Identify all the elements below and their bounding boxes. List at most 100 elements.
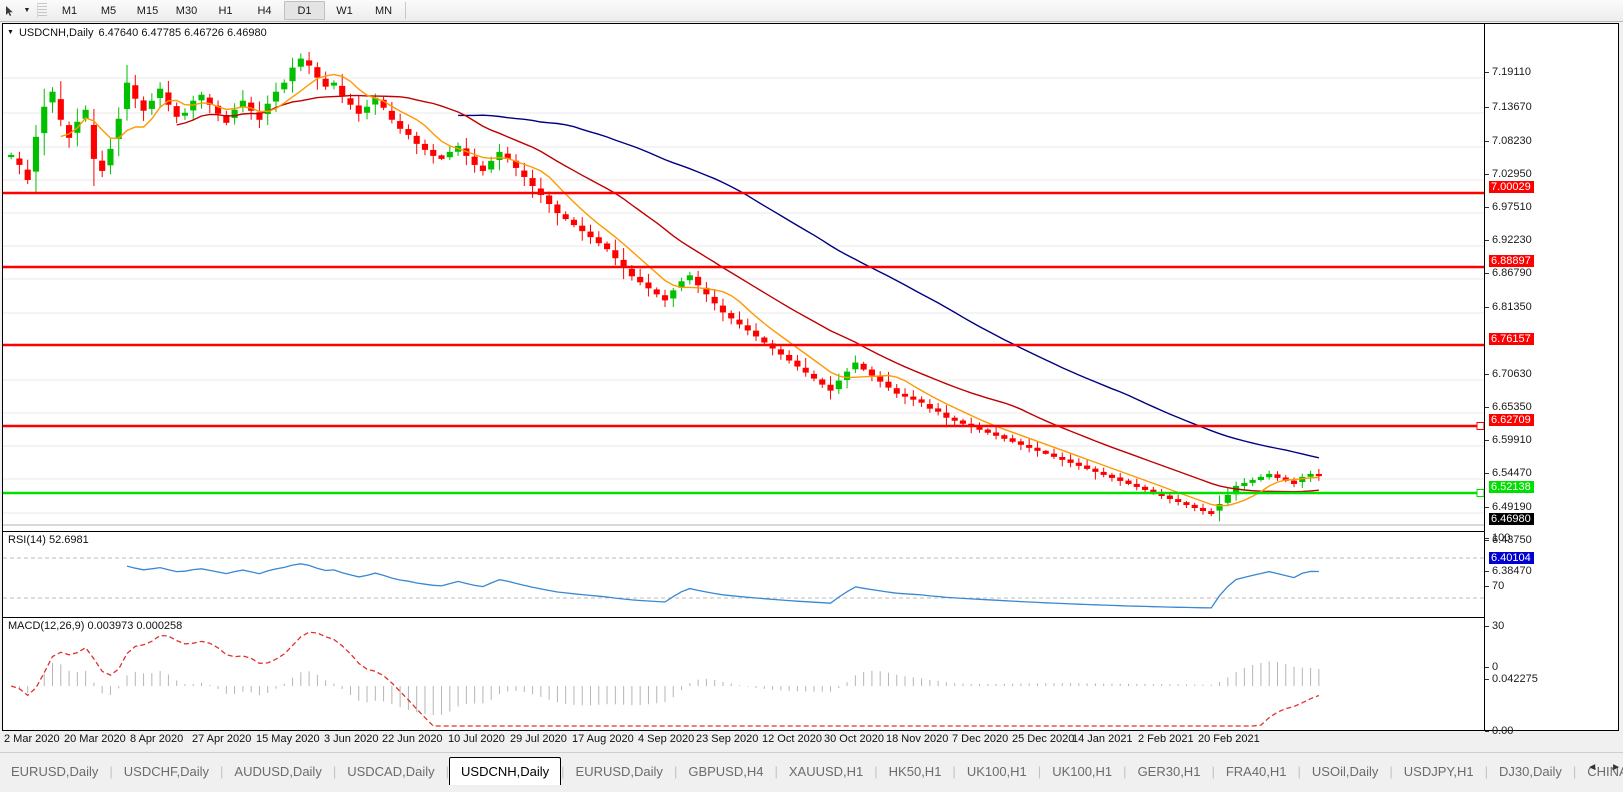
candle-body: [661, 295, 669, 301]
ma-mid-line: [176, 94, 1319, 493]
candle-body: [918, 399, 925, 403]
price-pane[interactable]: [3, 24, 1485, 529]
tab-separator: |: [1389, 763, 1393, 779]
chart-tab-usdcnh-daily[interactable]: USDCNH,Daily: [449, 757, 562, 785]
price-tick-6.59910: 6.59910: [1485, 434, 1617, 446]
candle-body: [488, 160, 495, 170]
tab-separator: |: [1037, 763, 1042, 779]
toolbar-divider: [405, 2, 406, 19]
chart-tab-usdcad-daily[interactable]: USDCAD,Daily: [347, 763, 435, 779]
price-scale[interactable]: 7.19110 7.13670 7.08230 7.02950 7.00029 6.975…: [1484, 24, 1618, 785]
level-handle-6.52138[interactable]: [1476, 489, 1485, 497]
chart-tab-hk50-h1[interactable]: HK50,H1: [888, 763, 942, 779]
candle-body: [653, 289, 660, 295]
candle-body: [1092, 468, 1099, 472]
macd-tick-0.00: 0.00: [1485, 725, 1617, 737]
candle-body: [628, 268, 635, 277]
candle-body: [66, 125, 73, 138]
candle-body: [794, 360, 801, 367]
candle-body: [959, 420, 967, 424]
timeframe-m30[interactable]: M30: [175, 4, 198, 17]
candle-body: [752, 330, 760, 337]
timeframe-h1[interactable]: H1: [218, 4, 233, 17]
timeframe-d1[interactable]: D1: [284, 1, 325, 20]
rsi-line: [126, 563, 1319, 609]
timeframe-m1[interactable]: M1: [61, 4, 78, 17]
tab-separator: |: [673, 763, 678, 779]
price-level-lines[interactable]: [3, 191, 1485, 529]
candle-body: [612, 250, 619, 259]
tab-scroll-right-icon[interactable]: ►: [1611, 762, 1621, 773]
date-label: 29 Jul 2020: [510, 733, 567, 745]
dropdown-caret-icon[interactable]: ▼: [23, 7, 31, 14]
chart-tab-gbpusd-h4[interactable]: GBPUSD,H4: [688, 763, 764, 779]
candle-body: [910, 396, 917, 400]
candle-body: [860, 363, 867, 370]
chart-tab-uk100-h1[interactable]: UK100,H1: [966, 763, 1027, 779]
candle-body: [1108, 474, 1116, 478]
tab-separator: |: [332, 763, 337, 779]
candle-body: [670, 290, 677, 299]
candle-body: [587, 231, 594, 238]
timeframe-m15[interactable]: M15: [136, 4, 159, 17]
tab-separator: |: [1297, 763, 1301, 779]
chart-tab-china300-h1[interactable]: CHINA300,H1: [1587, 763, 1623, 779]
candle-body: [397, 121, 404, 129]
date-label: 14 Jan 2021: [1072, 733, 1133, 745]
chart-tab-usoil-daily[interactable]: USOil,Daily: [1311, 763, 1379, 779]
date-label: 20 Feb 2021: [1198, 733, 1260, 745]
candle-body: [1274, 474, 1281, 478]
macd-pane[interactable]: MACD(12,26,9) 0.003973 0.000258: [3, 617, 1485, 730]
timeframe-m5[interactable]: M5: [100, 4, 117, 17]
candle-body: [1117, 477, 1124, 481]
candle-body: [281, 82, 288, 90]
candle-body: [1009, 438, 1016, 442]
tab-separator: |: [220, 763, 224, 779]
timeframe-mn[interactable]: MN: [374, 4, 393, 17]
chart-tab-dj30-daily[interactable]: DJ30,Daily: [1499, 763, 1562, 779]
candle-body: [868, 369, 875, 376]
rsi-pane[interactable]: RSI(14) 52.6981: [3, 531, 1485, 616]
chart-tab-audusd-daily[interactable]: AUDUSD,Daily: [234, 763, 322, 779]
tab-separator: |: [874, 763, 878, 779]
candle-body: [32, 136, 40, 172]
price-tick-7.19110: 7.19110: [1485, 66, 1617, 78]
candle-body: [935, 408, 942, 412]
candle-body: [603, 243, 611, 250]
rsi-tick-0: 0: [1485, 661, 1617, 673]
chart-tab-eurusd-daily[interactable]: EURUSD,Daily: [11, 763, 99, 779]
cursor-icon[interactable]: [0, 1, 20, 20]
candle-body: [620, 259, 627, 268]
candle-body: [322, 78, 329, 87]
candle-body: [1026, 445, 1033, 448]
price-tick-6.40104: 6.40104: [1485, 552, 1617, 564]
timeframe-w1[interactable]: W1: [336, 4, 353, 17]
chart-tab-usdchf-daily[interactable]: USDCHF,Daily: [123, 763, 210, 779]
chart-tab-xauusd-h1[interactable]: XAUUSD,H1: [788, 763, 864, 779]
rsi-tick-70: 70: [1485, 580, 1617, 592]
tab-separator: |: [1572, 763, 1577, 779]
main-toolbar: ▼ M1 M5 M15 M30 H1 H4 D1 W1 MN: [0, 0, 1623, 22]
candle-body: [90, 124, 97, 159]
chart-menu-caret-icon[interactable]: ▼: [7, 29, 14, 36]
candle-body: [1307, 473, 1314, 477]
chart-tab-eurusd-daily[interactable]: EURUSD,Daily: [575, 763, 663, 779]
candle-body: [1017, 441, 1024, 445]
chart-tab-fra40-h1[interactable]: FRA40,H1: [1225, 763, 1287, 779]
candle-body: [595, 237, 602, 244]
candle-body: [140, 100, 147, 111]
toolbar-grip[interactable]: [37, 3, 47, 18]
candle-body: [49, 91, 56, 103]
candle-body: [529, 178, 536, 186]
chart-tab-uk100-h1[interactable]: UK100,H1: [1052, 763, 1113, 779]
price-tick-7.13670: 7.13670: [1485, 101, 1617, 113]
candle-body: [272, 91, 280, 102]
chart-tab-ger30-h1[interactable]: GER30,H1: [1137, 763, 1201, 779]
chart-tab-usdjpy-h1[interactable]: USDJPY,H1: [1403, 763, 1474, 779]
candle-body: [802, 367, 809, 373]
candle-body: [744, 325, 751, 331]
chart-frame: ▼ USDCNH,Daily 6.47640 6.47785 6.46726 6…: [2, 23, 1619, 785]
tab-scroll-left-icon[interactable]: ◄: [1587, 762, 1598, 773]
timeframe-h4[interactable]: H4: [257, 4, 272, 17]
level-handle-6.62709[interactable]: [1476, 422, 1485, 430]
